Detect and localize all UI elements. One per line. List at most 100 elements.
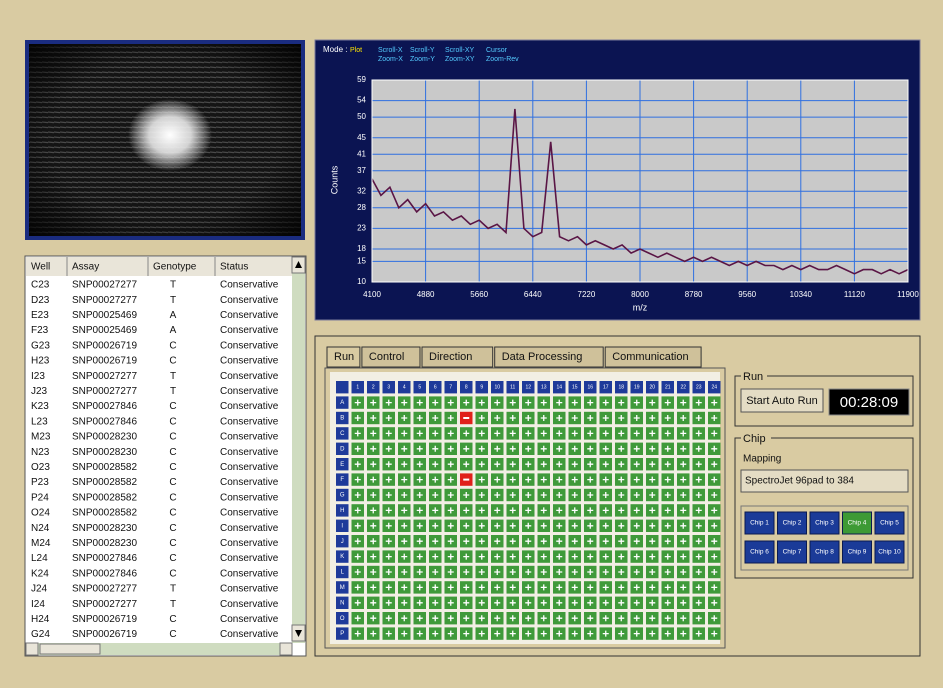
column-number: 23 <box>696 385 702 391</box>
column-number: 21 <box>665 385 671 391</box>
row-letter: H <box>340 508 344 514</box>
table-cell: SNP00028230 <box>72 432 137 443</box>
y-tick-label: 37 <box>357 166 366 175</box>
table-cell: C <box>169 614 176 625</box>
table-cell: T <box>170 599 176 610</box>
table-cell: Conservative <box>220 599 279 610</box>
corner-box <box>336 381 349 393</box>
table-cell: SNP00028582 <box>72 492 137 503</box>
table-cell: SNP00027277 <box>72 280 137 291</box>
table-cell: Conservative <box>220 492 279 503</box>
row-letter: M <box>340 585 345 591</box>
table-cell: Conservative <box>220 356 279 367</box>
table-cell: G24 <box>31 629 50 640</box>
chip-button-label: Chip 8 <box>815 549 834 556</box>
table-cell: Conservative <box>220 462 279 473</box>
table-cell: C23 <box>31 280 50 291</box>
table-cell: C <box>169 629 176 640</box>
table-cell: L24 <box>31 553 48 564</box>
table-cell: Conservative <box>220 629 279 640</box>
table-cell: C <box>169 416 176 427</box>
column-number: 4 <box>403 385 406 391</box>
button-label: Start Auto Run <box>746 395 818 407</box>
table-cell: O24 <box>31 508 50 519</box>
tab-label: Control <box>369 351 404 363</box>
table-cell: J23 <box>31 386 48 397</box>
mode-option[interactable]: Scroll-X <box>378 47 403 54</box>
table-cell: Conservative <box>220 477 279 488</box>
table-cell: SNP00027846 <box>72 401 137 412</box>
column-number: 22 <box>680 385 686 391</box>
table-cell: Conservative <box>220 553 279 564</box>
mode-option[interactable]: Scroll-Y <box>410 47 435 54</box>
column-number: 15 <box>572 385 578 391</box>
y-tick-label: 23 <box>357 224 366 233</box>
row-letter: G <box>340 493 345 499</box>
x-tick-label: 6440 <box>524 290 542 299</box>
table-cell: K23 <box>31 401 49 412</box>
column-number: 7 <box>449 385 452 391</box>
table-cell: SNP00028582 <box>72 508 137 519</box>
mode-option[interactable]: Zoom-X <box>378 56 403 63</box>
table-cell: Conservative <box>220 416 279 427</box>
column-number: 6 <box>434 385 437 391</box>
scroll-thumb[interactable] <box>40 644 100 654</box>
table-cell: O23 <box>31 462 50 473</box>
table-cell: E23 <box>31 310 49 321</box>
table-cell: C <box>169 568 176 579</box>
column-header: Well <box>31 262 50 273</box>
mode-option[interactable]: Zoom-Y <box>410 56 435 63</box>
table-cell: M23 <box>31 432 51 443</box>
run-group-title: Run <box>743 371 763 383</box>
table-cell: SNP00028582 <box>72 462 137 473</box>
mode-option[interactable]: Zoom-Rev <box>486 56 519 63</box>
table-cell: C <box>169 523 176 534</box>
column-number: 13 <box>541 385 547 391</box>
x-tick-label: 8780 <box>685 290 703 299</box>
y-tick-label: 28 <box>357 203 366 212</box>
table-cell: SNP00027277 <box>72 371 137 382</box>
table-cell: Conservative <box>220 584 279 595</box>
plate-grid: 123456789101112131415161718192021222324A… <box>336 381 721 640</box>
chip-button-label: Chip 5 <box>880 520 899 527</box>
table-cell: F23 <box>31 325 49 336</box>
page: {"table": {"columns": ["Well", "Assay", … <box>0 0 943 688</box>
tab-label: Run <box>334 351 354 363</box>
row-letter: P <box>340 631 344 637</box>
table-cell: SNP00028230 <box>72 538 137 549</box>
results-table: WellAssayGenotypeStatusC23SNP00027277TCo… <box>25 256 306 656</box>
y-axis-label: Counts <box>329 165 339 194</box>
table-cell: M24 <box>31 538 51 549</box>
x-tick-label: 5660 <box>470 290 488 299</box>
table-cell: SNP00026719 <box>72 614 137 625</box>
table-cell: T <box>170 280 176 291</box>
table-cell: C <box>169 356 176 367</box>
table-cell: Conservative <box>220 280 279 291</box>
table-cell: C <box>169 538 176 549</box>
x-tick-label: 11900 <box>897 290 919 299</box>
column-number: 5 <box>418 385 421 391</box>
mapping-label: Mapping <box>743 454 781 465</box>
mode-option[interactable]: Cursor <box>486 47 508 54</box>
scroll-right[interactable] <box>280 643 292 655</box>
column-number: 20 <box>649 385 655 391</box>
table-cell: SNP00027277 <box>72 386 137 397</box>
scroll-left[interactable] <box>26 643 38 655</box>
table-cell: Conservative <box>220 447 279 458</box>
row-letter: N <box>340 600 344 606</box>
mode-option[interactable]: Plot <box>350 47 362 54</box>
column-number: 11 <box>510 385 515 391</box>
chip-button-label: Chip 7 <box>783 549 802 556</box>
row-letter: F <box>340 477 344 483</box>
table-cell: Conservative <box>220 538 279 549</box>
v-scrollbar[interactable] <box>292 257 305 643</box>
table-cell: P24 <box>31 492 49 503</box>
camera-view <box>25 40 305 240</box>
table-cell: L23 <box>31 416 48 427</box>
column-number: 18 <box>618 385 624 391</box>
mode-option[interactable]: Zoom-XY <box>445 56 475 63</box>
row-letter: E <box>340 462 344 468</box>
table-cell: Conservative <box>220 371 279 382</box>
well-icon <box>463 417 469 419</box>
mode-option[interactable]: Scroll-XY <box>445 47 475 54</box>
